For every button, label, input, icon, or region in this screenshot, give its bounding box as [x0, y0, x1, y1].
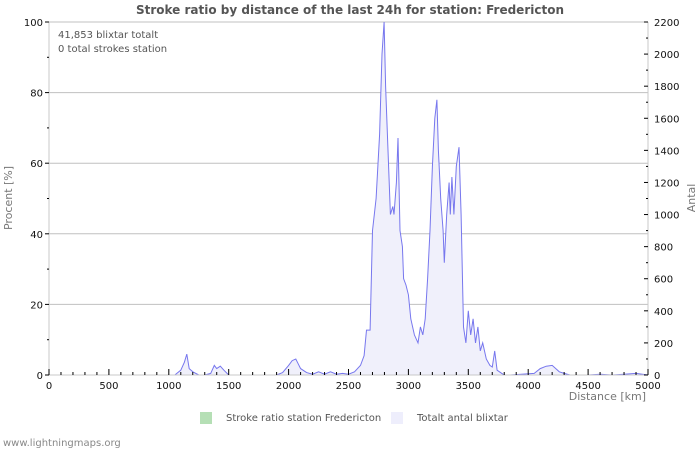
- legend-item-station-ratio: Stroke ratio station Fredericton: [200, 412, 381, 424]
- chart-title: Stroke ratio by distance of the last 24h…: [135, 3, 564, 17]
- legend-swatch-lavender: [391, 412, 403, 424]
- legend-swatch-green: [200, 412, 212, 424]
- svg-text:200: 200: [654, 339, 673, 350]
- svg-text:80: 80: [30, 89, 43, 100]
- svg-text:20: 20: [30, 300, 43, 311]
- y2-axis-title: Antal: [685, 184, 698, 213]
- legend-label: Totalt antal blixtar: [417, 412, 508, 424]
- svg-text:1000: 1000: [654, 211, 679, 222]
- svg-text:1000: 1000: [156, 381, 181, 392]
- svg-text:600: 600: [654, 275, 673, 286]
- svg-text:0: 0: [37, 371, 43, 382]
- svg-text:2000: 2000: [276, 381, 301, 392]
- svg-text:1400: 1400: [654, 146, 679, 157]
- svg-text:400: 400: [654, 307, 673, 318]
- legend-label: Stroke ratio station Fredericton: [226, 412, 382, 424]
- axes: 0 500 1000 1500 2000 2500 3000 3500 4000 4500 5000…: [24, 18, 680, 392]
- svg-text:0: 0: [654, 371, 660, 382]
- legend-item-total-strokes: Totalt antal blixtar: [391, 412, 508, 424]
- svg-text:1800: 1800: [654, 82, 679, 93]
- svg-text:1200: 1200: [654, 178, 679, 189]
- svg-text:5000: 5000: [635, 381, 660, 392]
- svg-text:3000: 3000: [396, 381, 421, 392]
- total-strokes-text: 41,853 blixtar totalt: [58, 30, 159, 41]
- svg-text:800: 800: [654, 243, 673, 254]
- svg-text:500: 500: [99, 381, 118, 392]
- svg-text:2000: 2000: [654, 50, 679, 61]
- grid-lines: [49, 21, 648, 305]
- svg-text:100: 100: [24, 18, 43, 29]
- station-strokes-text: 0 total strokes station: [58, 44, 168, 55]
- svg-text:1600: 1600: [654, 114, 679, 125]
- info-box: 41,853 blixtar totalt 0 total strokes st…: [58, 29, 167, 57]
- svg-text:1500: 1500: [216, 381, 241, 392]
- svg-text:0: 0: [46, 381, 52, 392]
- svg-text:3500: 3500: [456, 381, 481, 392]
- svg-text:40: 40: [30, 230, 43, 241]
- y-axis-title: Procent [%]: [2, 166, 15, 230]
- data-series: [49, 21, 649, 376]
- x-axis-title: Distance [km]: [569, 390, 646, 403]
- svg-text:2500: 2500: [336, 381, 361, 392]
- svg-text:4500: 4500: [575, 381, 600, 392]
- svg-text:4000: 4000: [515, 381, 540, 392]
- svg-text:2200: 2200: [654, 18, 679, 29]
- footer-link[interactable]: www.lightningmaps.org: [3, 438, 121, 449]
- svg-text:60: 60: [30, 159, 43, 170]
